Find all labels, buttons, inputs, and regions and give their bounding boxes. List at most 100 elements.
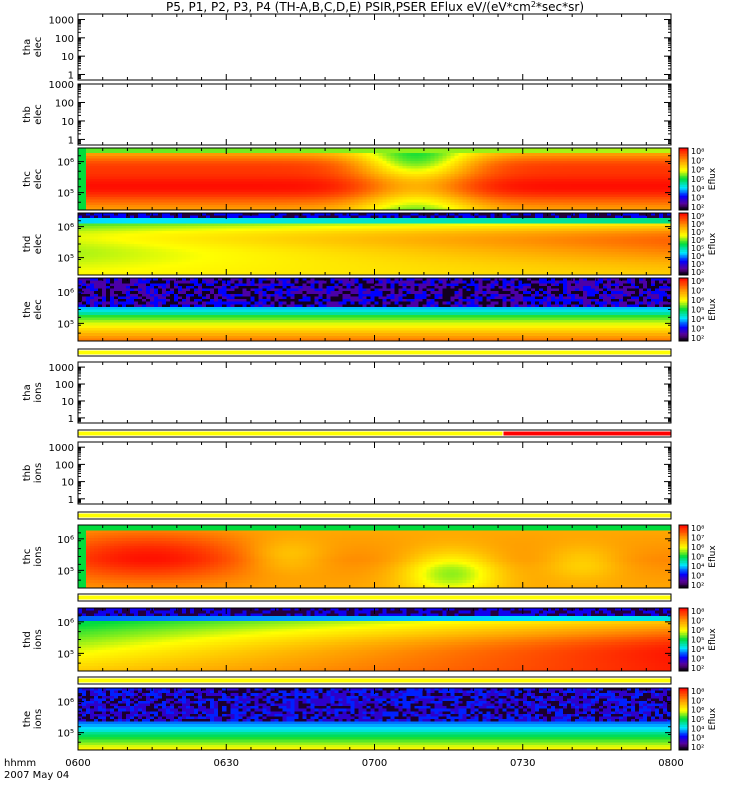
spectrogram-cell — [210, 197, 215, 201]
spectrogram-cell — [274, 191, 279, 196]
spectrogram-cell — [262, 158, 267, 162]
spectrogram-cell — [330, 166, 336, 170]
spectrogram-cell — [302, 176, 307, 180]
spectrogram-cell — [274, 202, 279, 206]
spectrogram-cell — [122, 160, 127, 165]
spectrogram-cell — [326, 202, 332, 206]
spectrogram-cell — [254, 199, 259, 203]
spectrogram-cell — [330, 176, 336, 180]
spectrogram-cell — [234, 204, 239, 209]
spectrogram-cell — [282, 202, 287, 206]
spectrogram-cell — [198, 150, 203, 154]
spectrogram-cell — [310, 179, 315, 183]
spectrogram-cell — [146, 194, 151, 198]
spectrogram-cell — [262, 148, 267, 152]
spectrogram-cell — [262, 171, 267, 175]
spectrogram-cell — [226, 153, 231, 157]
spectrogram-cell — [146, 181, 151, 185]
spectrogram-cell — [242, 160, 247, 165]
spectrogram-cell — [242, 176, 247, 180]
spectrogram-cell — [78, 181, 83, 185]
spectrogram-cell — [314, 199, 320, 203]
spectrogram-cell — [334, 150, 340, 154]
spectrogram-cell — [90, 158, 95, 162]
spectrogram-cell — [134, 155, 139, 159]
spectrogram-cell — [158, 199, 163, 203]
spectrogram-cell — [126, 207, 131, 211]
spectrogram-cell — [274, 148, 279, 152]
spectrogram-cell — [250, 186, 255, 190]
spectrogram-cell — [170, 189, 175, 193]
spectrogram-cell — [302, 207, 307, 211]
spectrogram-cell — [210, 202, 215, 206]
spectrogram-cell — [282, 150, 287, 154]
spectrogram-cell — [206, 163, 211, 167]
spectrogram-cell — [174, 168, 179, 172]
spectrogram-cell — [110, 160, 115, 165]
spectrogram-cell — [198, 166, 203, 170]
spectrogram-cell — [226, 163, 231, 167]
spectrogram-cell — [166, 181, 171, 185]
spectrogram-cell — [146, 150, 151, 154]
spectrogram-cell — [310, 166, 315, 170]
spectrogram-cell — [222, 204, 227, 209]
spectrogram-cell — [214, 197, 219, 201]
spectrogram-cell — [234, 148, 239, 152]
spectrogram-cell — [294, 184, 299, 188]
spectrogram-cell — [126, 173, 131, 178]
spectrogram-cell — [298, 197, 303, 201]
spectrogram-cell — [274, 171, 279, 175]
spectrogram-cell — [126, 171, 131, 175]
spectrogram-cell — [182, 155, 187, 159]
spectrogram-cell — [174, 173, 179, 178]
spectrogram-cell — [258, 204, 263, 209]
spectrogram-cell — [150, 166, 155, 170]
spectrogram-cell — [306, 153, 311, 157]
spectrogram-cell — [106, 155, 111, 159]
spectrogram-cell — [174, 181, 179, 185]
spectrogram-cell — [202, 197, 207, 201]
spectrogram-cell — [282, 204, 287, 209]
spectrogram-cell — [206, 173, 211, 178]
spectrogram-cell — [162, 168, 167, 172]
spectrogram-cell — [234, 207, 239, 211]
spectrogram-cell — [186, 171, 191, 175]
spectrogram-cell — [266, 168, 271, 172]
spectrogram-cell — [214, 184, 219, 188]
spectrogram-cell — [338, 191, 344, 196]
spectrogram-cell — [98, 204, 103, 209]
spectrogram-cell — [246, 197, 251, 201]
spectrogram-cell — [222, 202, 227, 206]
spectrogram-cell — [250, 153, 255, 157]
spectrogram-cell — [134, 168, 139, 172]
spectrogram-cell — [146, 184, 151, 188]
spectrogram-cell — [222, 197, 227, 201]
spectrogram-cell — [334, 163, 340, 167]
spectrogram-cell — [82, 199, 87, 203]
spectrogram-cell — [290, 171, 295, 175]
spectrogram-cell — [262, 155, 267, 159]
spectrogram-cell — [310, 171, 315, 175]
spectrogram-cell — [326, 163, 332, 167]
spectrogram-cell — [198, 202, 203, 206]
spectrogram-cell — [222, 148, 227, 152]
spectrogram-cell — [82, 171, 87, 175]
spectrogram-cell — [150, 202, 155, 206]
spectrogram-cell — [214, 171, 219, 175]
spectrogram-cell — [250, 207, 255, 211]
spectrogram-cell — [338, 186, 344, 190]
spectrogram-cell — [102, 184, 107, 188]
spectrogram-cell — [330, 171, 336, 175]
spectrogram-cell — [286, 207, 291, 211]
spectrogram-cell — [338, 158, 344, 162]
spectrogram-cell — [178, 184, 183, 188]
spectrogram-cell — [282, 153, 287, 157]
spectrogram-cell — [122, 150, 127, 154]
spectrogram-cell — [330, 184, 336, 188]
spectrogram-cell — [266, 194, 271, 198]
panel-frame — [77, 83, 672, 146]
spectrogram-cell — [322, 204, 328, 209]
spectrogram-cell — [102, 168, 107, 172]
spectrogram-cell — [190, 160, 195, 165]
spectrogram-cell — [90, 197, 95, 201]
